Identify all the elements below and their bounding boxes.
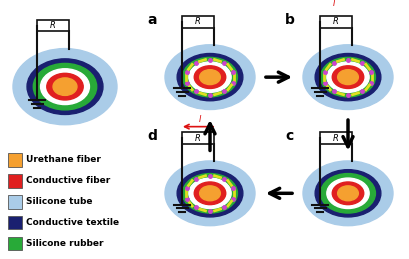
Ellipse shape [194,66,226,89]
Ellipse shape [200,186,220,201]
Ellipse shape [53,78,77,95]
Text: Conductive textile: Conductive textile [26,218,119,227]
Ellipse shape [47,73,83,100]
Text: R: R [333,17,339,26]
Ellipse shape [13,49,117,125]
Ellipse shape [194,182,226,205]
Ellipse shape [338,186,358,201]
Bar [320,132,352,144]
Ellipse shape [182,174,238,213]
Bar [182,132,214,144]
Bar [8,216,22,229]
Bar [320,16,352,28]
Ellipse shape [33,63,97,110]
Ellipse shape [303,45,393,110]
Ellipse shape [332,182,364,205]
Text: I: I [199,115,201,124]
Text: Silicone rubber: Silicone rubber [26,239,103,248]
Ellipse shape [177,54,243,101]
Ellipse shape [165,45,255,110]
Bar [8,195,22,208]
Ellipse shape [189,178,231,208]
Ellipse shape [189,62,231,92]
Ellipse shape [338,70,358,85]
Text: R: R [195,134,201,142]
Text: a: a [147,13,157,27]
Ellipse shape [200,70,220,85]
Ellipse shape [315,54,381,101]
Bar [37,20,69,31]
Ellipse shape [327,178,369,208]
Text: c: c [285,129,293,143]
Ellipse shape [321,174,375,213]
Bar [8,237,22,250]
Ellipse shape [182,57,238,97]
Text: R: R [195,17,201,26]
Ellipse shape [327,62,369,92]
Ellipse shape [40,69,90,105]
Ellipse shape [303,161,393,226]
Bar [8,174,22,188]
Text: I: I [333,0,335,8]
Text: R: R [333,134,339,142]
Ellipse shape [27,59,103,114]
Text: d: d [147,129,157,143]
Ellipse shape [177,170,243,217]
Text: R: R [50,21,56,30]
Ellipse shape [165,161,255,226]
Ellipse shape [332,66,364,89]
Ellipse shape [321,57,375,97]
Bar [182,16,214,28]
Bar [8,153,22,167]
Text: Urethane fiber: Urethane fiber [26,155,101,164]
Text: Conductive fiber: Conductive fiber [26,176,110,185]
Text: Silicone tube: Silicone tube [26,197,92,206]
Text: b: b [285,13,295,27]
Ellipse shape [315,170,381,217]
